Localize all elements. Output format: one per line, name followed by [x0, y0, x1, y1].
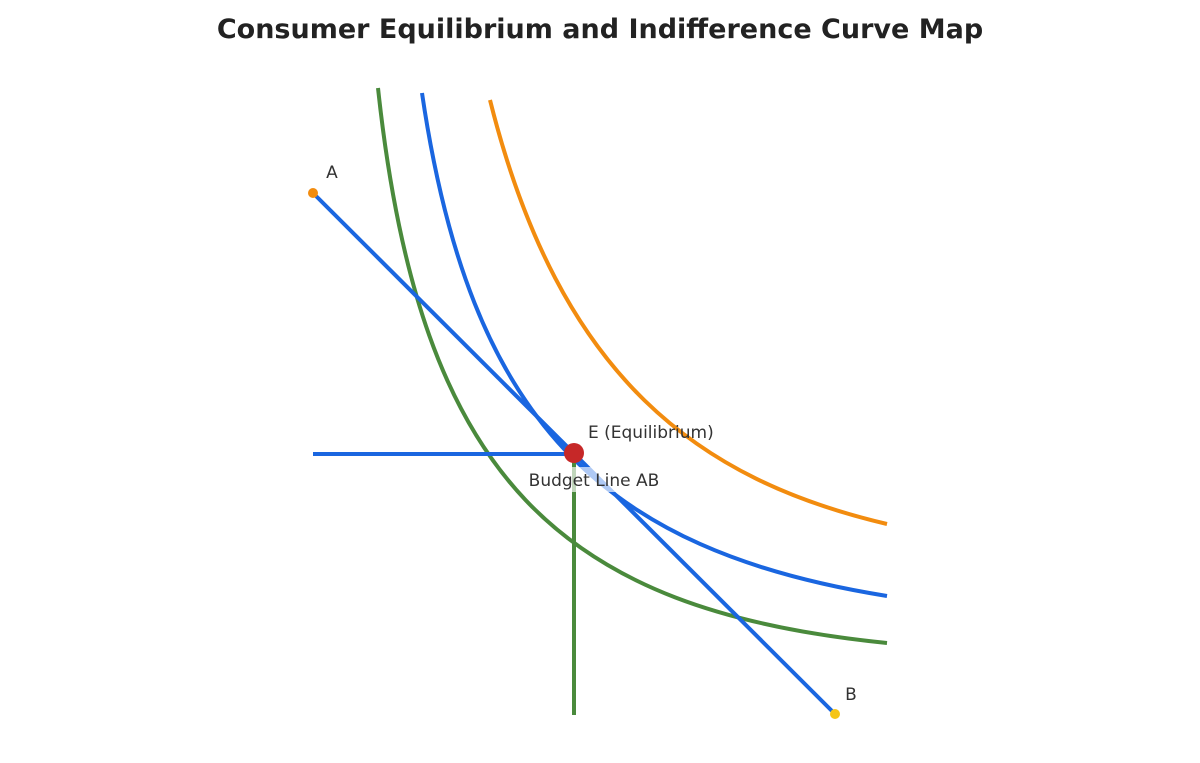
- indifference-curve-ic2: [420, 92, 888, 598]
- indifference-curve-ic1: [376, 87, 888, 645]
- label-e: E (Equilibrium): [588, 423, 714, 443]
- point-a: [308, 188, 318, 198]
- indifference-curve-ic3: [488, 99, 888, 526]
- label-b: B: [845, 685, 857, 705]
- title: Consumer Equilibrium and Indifference Cu…: [217, 14, 983, 45]
- point-e: [564, 443, 584, 463]
- label-background: [527, 467, 662, 492]
- label-budget-line: Budget Line AB: [529, 471, 660, 491]
- label-a: A: [326, 163, 338, 183]
- point-b: [830, 709, 840, 719]
